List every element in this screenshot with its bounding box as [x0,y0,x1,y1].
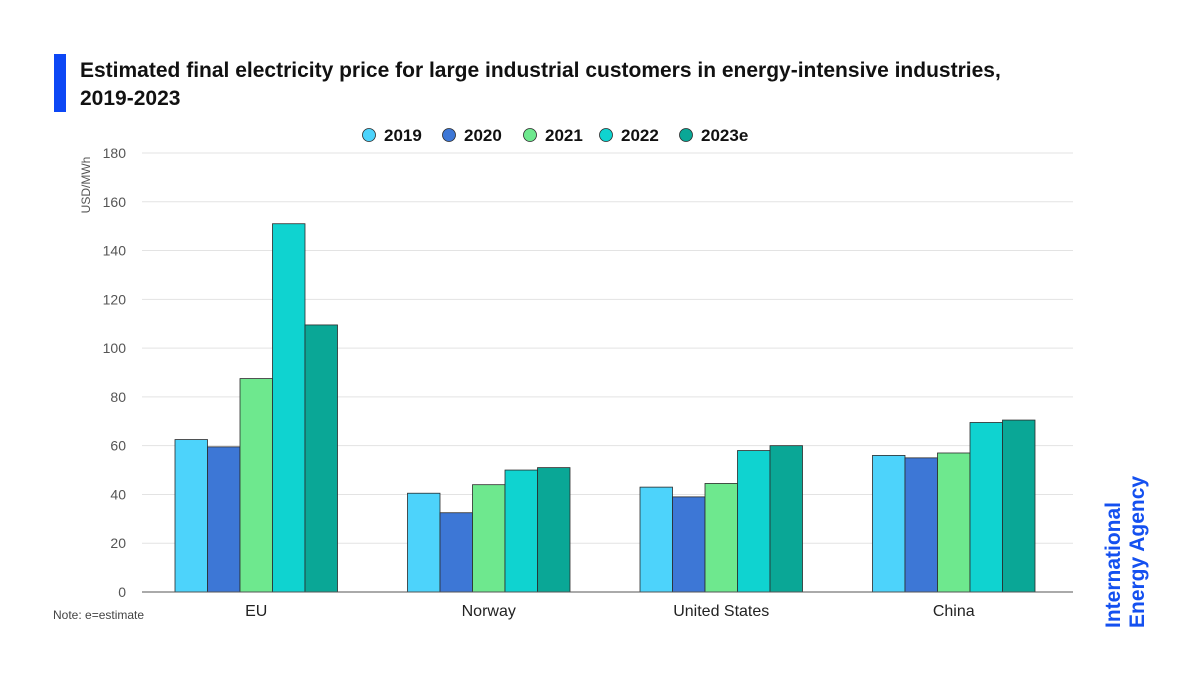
legend-marker-2020 [442,128,456,142]
legend-marker-2023e [679,128,693,142]
x-tick-label: EU [245,603,267,620]
y-axis-label: USD/MWh [79,157,93,214]
y-tick-label: 60 [110,438,126,454]
legend-label-2021: 2021 [545,126,583,145]
legend-marker-2019 [362,128,376,142]
bar-2020-china [904,457,938,593]
bar-2019-norway [407,492,441,593]
bar-2021-united-states [704,483,738,593]
chart-title-line-1: Estimated final electricity price for la… [80,59,1001,82]
bar-2023e-eu [304,324,338,593]
y-tick-label: 160 [103,194,127,210]
chart-title: Estimated final electricity price for la… [80,57,1120,113]
legend-label-2020: 2020 [464,126,502,145]
bar-2020-united-states [672,496,706,593]
chart-note: Note: e=estimate [53,608,145,622]
bar-2021-eu [239,378,273,593]
legend-label-2022: 2022 [621,126,659,145]
bar-2023e-united-states [769,445,803,593]
legend-marker-2021 [523,128,537,142]
legend-marker-2022 [599,128,613,142]
x-tick-label: China [933,603,975,620]
bar-2022-china [969,422,1003,593]
bar-2019-china [872,455,906,593]
y-tick-label: 140 [103,243,127,259]
bar-2023e-norway [537,467,571,593]
x-tick-label: United States [673,603,769,620]
bar-2023e-china [1002,419,1036,593]
bar-2020-norway [439,512,473,593]
bar-2019-united-states [639,486,673,593]
chart-title-line-2: 2019-2023 [80,87,181,110]
y-tick-label: 100 [103,340,127,356]
y-tick-label: 80 [110,389,126,405]
bar-2021-norway [472,484,506,593]
x-tick-label: Norway [462,603,516,620]
logo-line-2: Energy Agency [1126,475,1149,628]
legend-label-2023e: 2023e [701,126,748,145]
bar-2020-eu [207,446,241,593]
logo-line-1: International [1102,501,1125,628]
bar-2021-china [937,452,971,593]
legend-label-2019: 2019 [384,126,422,145]
bar-2022-eu [272,223,306,593]
iea-logo: International Energy Agency [1102,476,1150,628]
y-tick-label: 20 [110,535,126,551]
bar-2022-united-states [737,450,771,593]
bar-2019-eu [174,439,208,593]
y-tick-label: 180 [103,145,127,161]
y-tick-label: 0 [118,584,126,600]
y-tick-label: 120 [103,291,127,307]
bar-2022-norway [504,469,538,593]
title-accent-bar [54,54,66,112]
y-tick-label: 40 [110,486,126,502]
